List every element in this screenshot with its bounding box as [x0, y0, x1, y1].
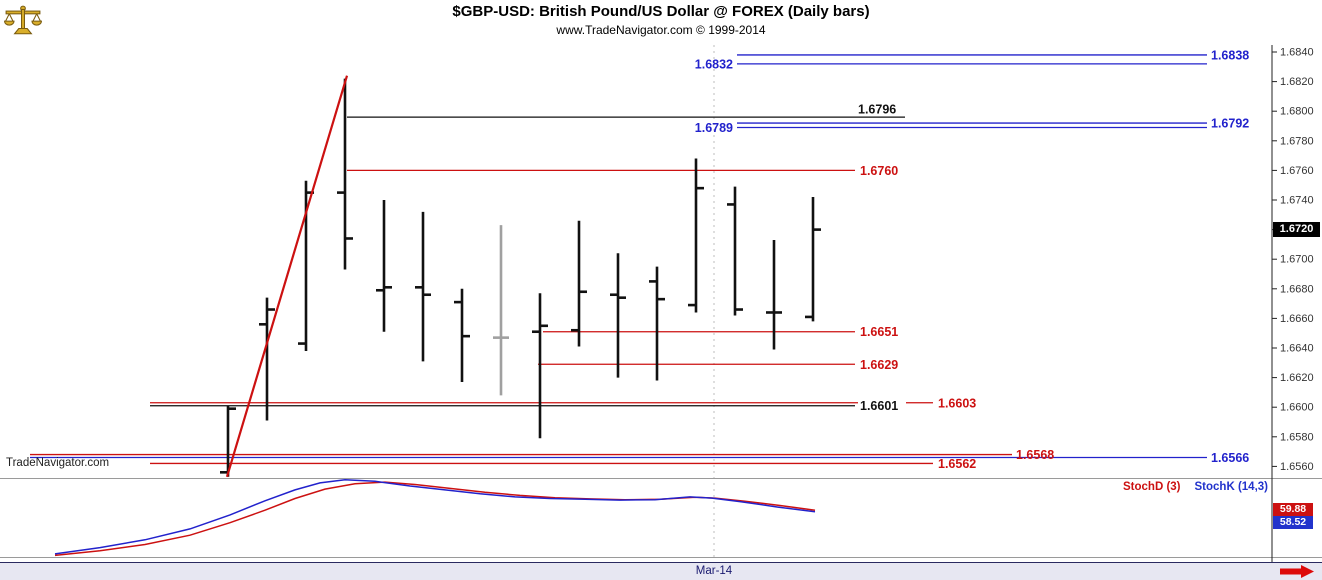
stochd-value-badge: 59.88 — [1273, 503, 1313, 516]
ohlc-bar — [493, 225, 509, 396]
ohlc-bar — [727, 186, 743, 316]
price-axis-label: 1.6620 — [1280, 372, 1314, 384]
logo-right-strings — [32, 13, 41, 22]
price-level-label: 1.6832 — [695, 57, 733, 71]
indicator-legend: StochD (3) StochK (14,3) — [0, 481, 1268, 493]
price-axis-label: 1.6840 — [1280, 47, 1314, 59]
price-level-label: 1.6792 — [1211, 117, 1249, 131]
chart-title: $GBP-USD: British Pound/US Dollar @ FORE… — [452, 3, 870, 20]
ohlc-bar — [649, 266, 665, 381]
ohlc-bar — [766, 239, 782, 350]
price-axis-label: 1.6800 — [1280, 106, 1314, 118]
ohlc-bar — [259, 297, 275, 421]
ohlc-bar — [610, 253, 626, 378]
stochd-line — [54, 481, 816, 557]
price-axis-label: 1.6760 — [1280, 165, 1314, 177]
stochk-line — [54, 479, 816, 555]
stochk-legend-label[interactable]: StochK (14,3) — [1194, 481, 1269, 493]
ohlc-bar — [298, 180, 314, 351]
price-level-label: 1.6838 — [1211, 48, 1249, 62]
price-level-label: 1.6789 — [695, 121, 733, 135]
ohlc-bar — [532, 293, 548, 439]
x-axis-date-label: Mar-14 — [695, 565, 733, 577]
ohlc-bar — [220, 405, 236, 477]
stochd-legend-label[interactable]: StochD (3) — [1123, 481, 1181, 493]
price-level-label: 1.6651 — [860, 325, 898, 339]
trend-line[interactable] — [225, 75, 349, 478]
logo-left-pan — [4, 20, 15, 26]
ohlc-bar — [688, 158, 704, 313]
ohlc-bar — [454, 288, 470, 383]
stochk-value-badge: 58.52 — [1273, 516, 1313, 529]
price-level-label: 1.6603 — [938, 396, 976, 410]
logo-base — [13, 27, 33, 35]
chart-subtitle: www.TradeNavigator.com © 1999-2014 — [556, 23, 766, 37]
price-level-label: 1.6796 — [858, 103, 896, 117]
ohlc-bar — [376, 200, 392, 332]
horizontal-scrollbar[interactable]: Mar-14 — [0, 562, 1322, 580]
ohlc-bar — [805, 197, 821, 322]
price-axis-label: 1.6660 — [1280, 313, 1314, 325]
price-axis-label: 1.6640 — [1280, 343, 1314, 355]
scroll-right-arrow-icon[interactable] — [1280, 565, 1316, 578]
price-axis-label: 1.6580 — [1280, 431, 1314, 443]
price-axis-label: 1.6600 — [1280, 402, 1314, 414]
price-axis-label: 1.6560 — [1280, 461, 1314, 473]
logo-right-pan — [31, 20, 42, 26]
price-level-label: 1.6760 — [860, 164, 898, 178]
price-level-label: 1.6601 — [860, 399, 898, 413]
ohlc-bar — [571, 220, 587, 347]
price-axis-label: 1.6820 — [1280, 76, 1314, 88]
logo-left-strings — [5, 13, 14, 22]
trade-navigator-logo-icon — [4, 5, 42, 35]
price-axis-label: 1.6780 — [1280, 135, 1314, 147]
price-axis-label: 1.6700 — [1280, 254, 1314, 266]
last-price-badge: 1.6720 — [1273, 222, 1320, 237]
ohlc-bar — [337, 78, 353, 270]
watermark: TradeNavigator.com — [6, 457, 110, 469]
price-level-label: 1.6566 — [1211, 451, 1249, 465]
price-level-label: 1.6629 — [860, 358, 898, 372]
price-level-label: 1.6568 — [1016, 448, 1054, 462]
price-axis-label: 1.6680 — [1280, 283, 1314, 295]
price-level-label: 1.6562 — [938, 457, 976, 471]
price-axis-label: 1.6740 — [1280, 195, 1314, 207]
ohlc-bar — [415, 211, 431, 362]
